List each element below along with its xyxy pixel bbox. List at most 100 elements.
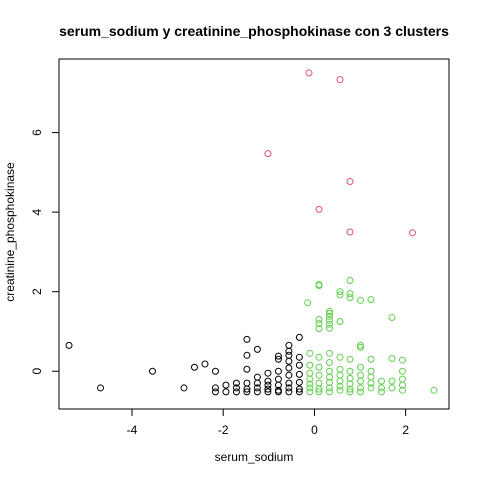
data-point-cluster-1 (295, 333, 303, 341)
data-point-cluster-1 (232, 384, 240, 392)
data-point-cluster-1 (97, 384, 105, 392)
data-point-cluster-3 (336, 291, 344, 299)
data-point-cluster-1 (253, 345, 261, 353)
data-point-cluster-1 (274, 367, 282, 375)
data-point-cluster-3 (306, 361, 314, 369)
data-point-cluster-3 (367, 296, 375, 304)
y-axis: 0 2 4 6 (30, 129, 60, 375)
data-point-cluster-1 (180, 384, 188, 392)
data-point-cluster-1 (285, 379, 293, 387)
data-point-cluster-3 (325, 312, 333, 320)
data-point-cluster-3 (346, 388, 354, 396)
data-point-cluster-3 (325, 324, 333, 332)
data-point-cluster-3 (315, 363, 323, 371)
data-point-cluster-3 (346, 290, 354, 298)
data-point-cluster-3 (357, 296, 365, 304)
data-point-cluster-3 (398, 367, 406, 375)
x-tick-label: -2 (218, 423, 229, 437)
data-point-cluster-1 (264, 385, 272, 393)
data-point-cluster-3 (398, 381, 406, 389)
data-point-cluster-1 (285, 384, 293, 392)
data-point-cluster-2 (346, 228, 354, 236)
data-point-cluster-1 (201, 360, 209, 368)
data-point-cluster-3 (388, 377, 396, 385)
data-point-cluster-1 (243, 351, 251, 359)
data-point-cluster-3 (336, 386, 344, 394)
data-point-cluster-3 (315, 281, 323, 289)
data-point-cluster-3 (357, 341, 365, 349)
data-point-cluster-1 (253, 379, 261, 387)
data-point-cluster-1 (264, 381, 272, 389)
data-point-cluster-3 (357, 343, 365, 351)
data-point-cluster-2 (409, 229, 417, 237)
data-point-cluster-3 (306, 388, 314, 396)
data-point-cluster-3 (325, 384, 333, 392)
data-point-cluster-3 (306, 380, 314, 388)
data-point-cluster-3 (357, 363, 365, 371)
data-point-cluster-2 (315, 205, 323, 213)
x-axis-label: serum_sodium (215, 450, 294, 464)
data-point-cluster-3 (367, 355, 375, 363)
data-point-cluster-3 (325, 373, 333, 381)
data-point-cluster-1 (285, 364, 293, 372)
data-point-cluster-3 (346, 380, 354, 388)
data-point-cluster-3 (398, 386, 406, 394)
data-point-cluster-3 (315, 319, 323, 327)
data-point-cluster-1 (222, 388, 230, 396)
data-point-cluster-1 (295, 353, 303, 361)
data-point-cluster-1 (211, 367, 219, 375)
data-point-cluster-3 (346, 385, 354, 393)
x-tick-label: 0 (311, 423, 318, 437)
data-point-cluster-3 (325, 308, 333, 316)
data-point-cluster-1 (295, 388, 303, 396)
data-point-cluster-3 (336, 377, 344, 385)
y-tick-label: 6 (30, 129, 44, 136)
data-point-cluster-1 (243, 385, 251, 393)
data-point-cluster-3 (357, 388, 365, 396)
y-tick-label: 4 (30, 208, 44, 215)
data-point-cluster-1 (274, 355, 282, 363)
data-point-cluster-3 (304, 299, 312, 307)
data-point-cluster-3 (430, 386, 438, 394)
data-point-cluster-1 (274, 381, 282, 389)
data-point-cluster-3 (315, 385, 323, 393)
data-point-cluster-3 (315, 325, 323, 333)
data-point-cluster-3 (346, 277, 354, 285)
data-point-cluster-1 (190, 363, 198, 371)
data-point-cluster-3 (315, 316, 323, 324)
data-point-cluster-1 (285, 347, 293, 355)
x-axis: -4 -2 0 2 (127, 408, 409, 437)
data-point-cluster-3 (336, 353, 344, 361)
data-point-cluster-3 (398, 356, 406, 364)
x-tick-label: -4 (127, 423, 138, 437)
data-point-cluster-3 (325, 388, 333, 396)
data-point-cluster-1 (211, 384, 219, 392)
data-point-cluster-3 (377, 377, 385, 385)
data-point-cluster-3 (377, 388, 385, 396)
data-point-cluster-3 (325, 349, 333, 357)
data-point-cluster-3 (357, 384, 365, 392)
data-point-cluster-1 (232, 379, 240, 387)
data-point-cluster-1 (285, 357, 293, 365)
data-point-cluster-1 (232, 388, 240, 396)
data-point-cluster-1 (264, 377, 272, 385)
data-point-cluster-1 (149, 367, 157, 375)
data-point-cluster-3 (388, 314, 396, 322)
data-point-cluster-1 (253, 388, 261, 396)
chart-title: serum_sodium y creatinine_phosphokinase … (59, 23, 449, 39)
data-point-cluster-3 (346, 294, 354, 302)
data-point-cluster-1 (222, 381, 230, 389)
data-point-cluster-1 (285, 388, 293, 396)
y-axis-label: creatinine_phosphokinase (3, 162, 17, 302)
y-tick-label: 2 (30, 288, 44, 295)
data-point-cluster-2 (336, 76, 344, 84)
data-point-cluster-1 (295, 378, 303, 386)
data-point-cluster-1 (211, 388, 219, 396)
data-point-cluster-2 (264, 150, 272, 158)
data-point-cluster-3 (315, 353, 323, 361)
data-point-cluster-3 (306, 349, 314, 357)
data-point-cluster-3 (325, 320, 333, 328)
data-point-cluster-3 (336, 288, 344, 296)
data-point-cluster-1 (243, 388, 251, 396)
